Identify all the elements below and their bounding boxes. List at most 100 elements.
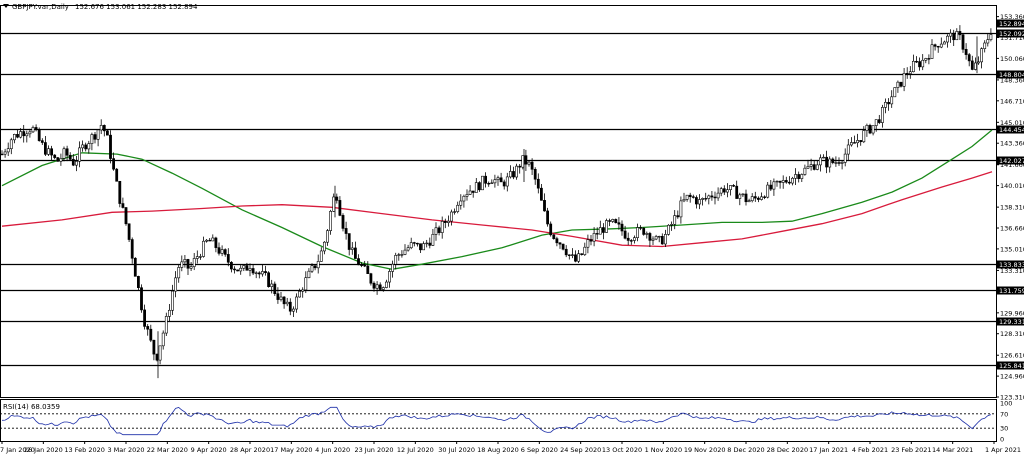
candle-body	[369, 273, 373, 284]
candle-body	[667, 224, 670, 235]
candle-body	[223, 249, 227, 255]
candle-body	[527, 161, 531, 165]
candle-body	[437, 227, 441, 233]
candle-body	[459, 200, 463, 206]
candle-body	[248, 268, 252, 271]
rsi-panel-frame	[0, 399, 997, 442]
candle-body	[428, 242, 432, 246]
candle-body	[273, 283, 277, 294]
candle-body	[195, 256, 199, 259]
candle-body	[660, 236, 664, 245]
candle-body	[549, 223, 553, 236]
candle-body	[676, 215, 680, 218]
candle-body	[794, 174, 798, 179]
candle-body	[291, 308, 295, 312]
candle-body	[952, 32, 956, 41]
x-tick-label-9: 23 Jun 2020	[354, 446, 393, 454]
y-tick-label-8: 140.010	[1000, 182, 1024, 190]
rsi-line	[1, 406, 992, 436]
candle-body	[620, 223, 624, 232]
candle-body	[453, 211, 457, 213]
candle-body	[31, 127, 35, 133]
candle-body	[121, 203, 125, 208]
current-price-label: 152.894	[999, 20, 1024, 28]
candle-body	[884, 101, 887, 108]
candle-body	[152, 339, 156, 355]
candle-body	[298, 291, 302, 298]
candle-body	[530, 161, 534, 170]
x-tick-label-18: 8 Dec 2020	[727, 446, 764, 454]
candle-body	[654, 236, 658, 240]
candle-body	[840, 162, 844, 164]
candle-body	[561, 243, 565, 250]
candle-body	[893, 87, 897, 98]
candle-body	[366, 265, 370, 274]
candle-body	[642, 227, 646, 235]
x-tick-label-19: 28 Dec 2020	[767, 446, 809, 454]
candle-body	[47, 148, 50, 155]
candle-body	[3, 151, 7, 155]
candle-body	[440, 221, 444, 233]
candle-body	[707, 195, 711, 199]
candle-body	[490, 182, 494, 184]
candle-body	[431, 234, 435, 246]
level-label-3: 142.027	[999, 157, 1024, 165]
candle-body	[862, 130, 866, 143]
candle-body	[304, 277, 308, 291]
candle-body	[577, 253, 581, 262]
candle-body	[226, 254, 230, 263]
level-label-bg-2	[997, 125, 1024, 134]
candle-body	[698, 199, 701, 205]
candle-body	[843, 153, 847, 163]
current-price-bg	[997, 19, 1024, 28]
x-tick-label-2: 13 Feb 2020	[64, 446, 104, 454]
chart-menu-triangle-icon[interactable]	[3, 4, 9, 8]
x-tick-label-20: 17 Jan 2021	[809, 446, 848, 454]
candle-body	[360, 264, 364, 266]
candle-body	[750, 196, 754, 202]
candle-body	[84, 144, 88, 150]
candle-body	[874, 119, 878, 126]
candle-body	[831, 158, 835, 163]
candle-body	[59, 158, 63, 162]
y-tick-label-18: 123.310	[1000, 394, 1024, 402]
candle-body	[899, 81, 903, 87]
candle-body	[905, 73, 909, 75]
candle-body	[357, 258, 360, 266]
candle-body	[260, 271, 264, 275]
candle-body	[877, 119, 881, 123]
candle-body	[849, 142, 853, 146]
candle-body	[818, 157, 822, 166]
x-tick-label-1: 26 Jan 2020	[24, 446, 63, 454]
support-resistance-levels	[0, 32, 996, 367]
candle-body	[130, 239, 134, 259]
candle-body	[629, 240, 633, 242]
level-label-bg-5	[997, 286, 1024, 295]
candle-body	[397, 254, 401, 256]
candle-body	[595, 233, 599, 235]
candle-body	[989, 34, 993, 40]
x-tick-label-11: 30 Jul 2020	[438, 446, 475, 454]
y-tick-label-4: 146.710	[1000, 97, 1024, 105]
candle-body	[880, 107, 884, 123]
candle-body	[276, 293, 280, 300]
y-tick-label-17: 124.960	[1000, 373, 1024, 381]
candle-body	[25, 133, 29, 137]
candle-body	[598, 227, 602, 235]
candle-body	[214, 237, 218, 248]
candle-body	[174, 277, 178, 292]
candle-body	[310, 265, 314, 272]
candle-body	[177, 267, 181, 279]
candle-body	[732, 185, 736, 187]
candle-body	[539, 187, 543, 201]
candle-body	[871, 125, 875, 134]
candle-body	[245, 265, 249, 271]
candle-body	[236, 269, 240, 272]
candle-body	[784, 180, 788, 183]
candle-body	[939, 43, 943, 48]
candle-body	[710, 195, 714, 198]
candle-body	[205, 239, 209, 242]
candle-body	[443, 221, 447, 223]
candle-body	[515, 165, 519, 178]
